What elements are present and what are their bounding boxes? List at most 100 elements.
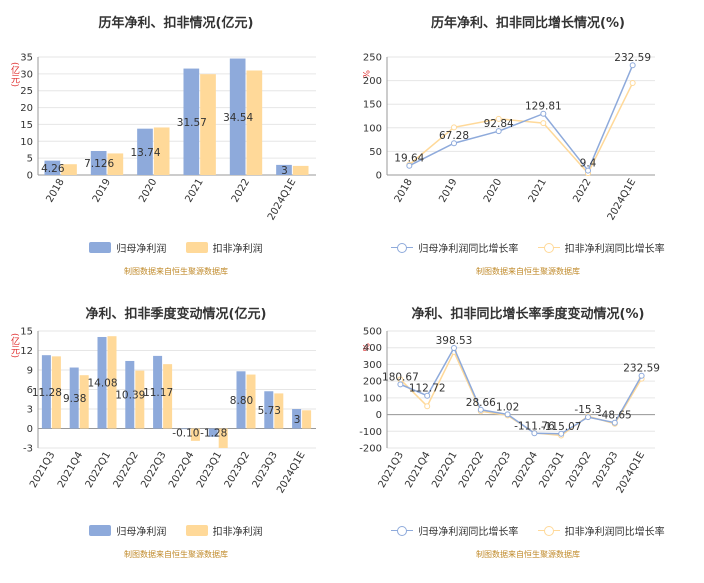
legend-swatch-icon [89, 242, 112, 253]
data-point [451, 140, 457, 147]
source-note: 制图数据来自恒生聚源数据库 [124, 550, 228, 559]
data-label: -48.65 [598, 410, 632, 422]
data-label: 28.66 [466, 397, 496, 409]
chart-panel-annual-growth: 历年净利、扣非同比增长情况(%) % 0 50 100 150 200 250 2018 20… [352, 0, 704, 291]
bar [274, 393, 284, 429]
data-label: 10.39 [115, 390, 145, 402]
x-tick-label: 2021 [184, 177, 206, 205]
data-point [585, 167, 591, 174]
data-label: 232.59 [614, 52, 651, 64]
x-tick-label: 2018 [393, 177, 415, 205]
y-unit-label: (亿元) [9, 333, 19, 359]
x-tick-label: 2022 [571, 177, 593, 205]
y-tick-label: 50 [369, 147, 382, 158]
x-tick-label: 2023Q3 [251, 450, 280, 490]
source-note: 制图数据来自恒生聚源数据库 [476, 267, 580, 276]
data-point [397, 381, 404, 388]
bar [208, 428, 218, 437]
y-tick-label: 25 [20, 86, 33, 97]
data-point [477, 406, 484, 413]
x-tick-label: 2022Q4 [167, 450, 196, 490]
data-label: 8.80 [230, 395, 253, 407]
y-tick-label: -100 [359, 427, 382, 438]
bar [107, 336, 117, 429]
y-tick-label: 10 [20, 137, 33, 148]
legend-item-net-profit[interactable]: 归母净利润 [89, 240, 166, 255]
y-tick-label: 30 [20, 69, 33, 80]
data-point [424, 403, 431, 410]
series-line [400, 346, 643, 435]
chart-svg: 0 50 100 150 200 250 2018 2019 2020 2021 2022 2024Q… [363, 52, 655, 222]
y-tick-label: 0 [27, 424, 33, 435]
data-point [638, 372, 645, 379]
data-label: 3 [281, 165, 288, 177]
y-tick-label: 9 [27, 366, 33, 377]
data-point [504, 411, 511, 418]
data-point [406, 162, 413, 169]
data-label: 1.02 [496, 401, 519, 413]
legend-line-icon [391, 242, 414, 253]
x-tick-label: 2022Q3 [139, 450, 168, 490]
legend-line-icon [537, 525, 560, 536]
x-tick-label: 2023Q2 [223, 450, 252, 490]
data-point [585, 414, 591, 421]
data-point [629, 62, 636, 69]
bar [97, 336, 107, 429]
legend-swatch-icon [185, 242, 208, 253]
legend-item-deducted-profit[interactable]: 扣非净利润 [185, 523, 263, 538]
legend-item-net-profit[interactable]: 归母净利润 [89, 523, 166, 538]
bar [153, 127, 170, 175]
x-tick-label: 2022Q2 [457, 450, 486, 490]
x-tick-label: 2022 [230, 177, 252, 205]
bar [90, 150, 107, 175]
data-label: -0.10 [172, 428, 199, 440]
y-tick-label: 100 [363, 123, 382, 134]
data-point [540, 120, 547, 127]
data-label: 232.59 [623, 363, 660, 375]
x-tick-label: 2018 [45, 177, 67, 205]
bar [264, 391, 274, 429]
legend-label: 归母净利润同比增长率 [418, 527, 519, 538]
y-tick-label: 0 [27, 171, 33, 182]
y-tick-label: 150 [363, 100, 382, 111]
y-tick-label: 12 [20, 346, 33, 357]
bar [302, 410, 312, 429]
y-tick-label: 300 [363, 360, 382, 371]
data-label: 19.64 [394, 153, 424, 165]
data-point [495, 115, 502, 122]
data-label: 34.54 [223, 112, 253, 124]
data-point [531, 430, 538, 437]
data-label: 3 [294, 414, 301, 426]
legend-label: 归母净利润 [116, 527, 167, 538]
data-point [451, 124, 457, 131]
legend-item-net-growth[interactable]: 归母净利润同比增长率 [391, 240, 518, 255]
legend-swatch-icon [185, 525, 208, 536]
bar [200, 74, 216, 175]
data-label: -115.07 [541, 421, 582, 433]
x-tick-label: 2020 [482, 177, 504, 205]
y-tick-label: 15 [20, 327, 33, 338]
x-tick-label: 2022Q4 [511, 450, 540, 490]
x-tick-label: 2019 [91, 177, 113, 205]
bar [229, 58, 246, 175]
data-label: 7.126 [84, 158, 114, 170]
data-label: -1.28 [200, 428, 227, 440]
bar [41, 355, 51, 429]
data-label: 11.17 [143, 387, 173, 399]
legend-item-deducted-profit[interactable]: 扣非净利润 [185, 240, 263, 255]
bar [276, 164, 292, 175]
bar [44, 160, 61, 175]
bar [69, 367, 79, 429]
legend: 归母净利润同比增长率 扣非净利润同比增长率 [352, 523, 704, 539]
x-tick-label: 2024Q1E [606, 177, 639, 222]
y-unit-label: (亿元) [9, 62, 19, 88]
data-point [451, 344, 457, 351]
x-tick-label: 2024Q1E [275, 450, 308, 495]
data-point [540, 110, 547, 117]
legend-item-deducted-growth[interactable]: 扣非净利润同比增长率 [537, 240, 665, 255]
legend-item-net-growth[interactable]: 归母净利润同比增长率 [391, 523, 518, 538]
y-tick-label: 400 [363, 343, 382, 354]
legend-item-deducted-growth[interactable]: 扣非净利润同比增长率 [537, 523, 665, 538]
data-label: 9.38 [63, 393, 86, 405]
bar [51, 356, 61, 429]
